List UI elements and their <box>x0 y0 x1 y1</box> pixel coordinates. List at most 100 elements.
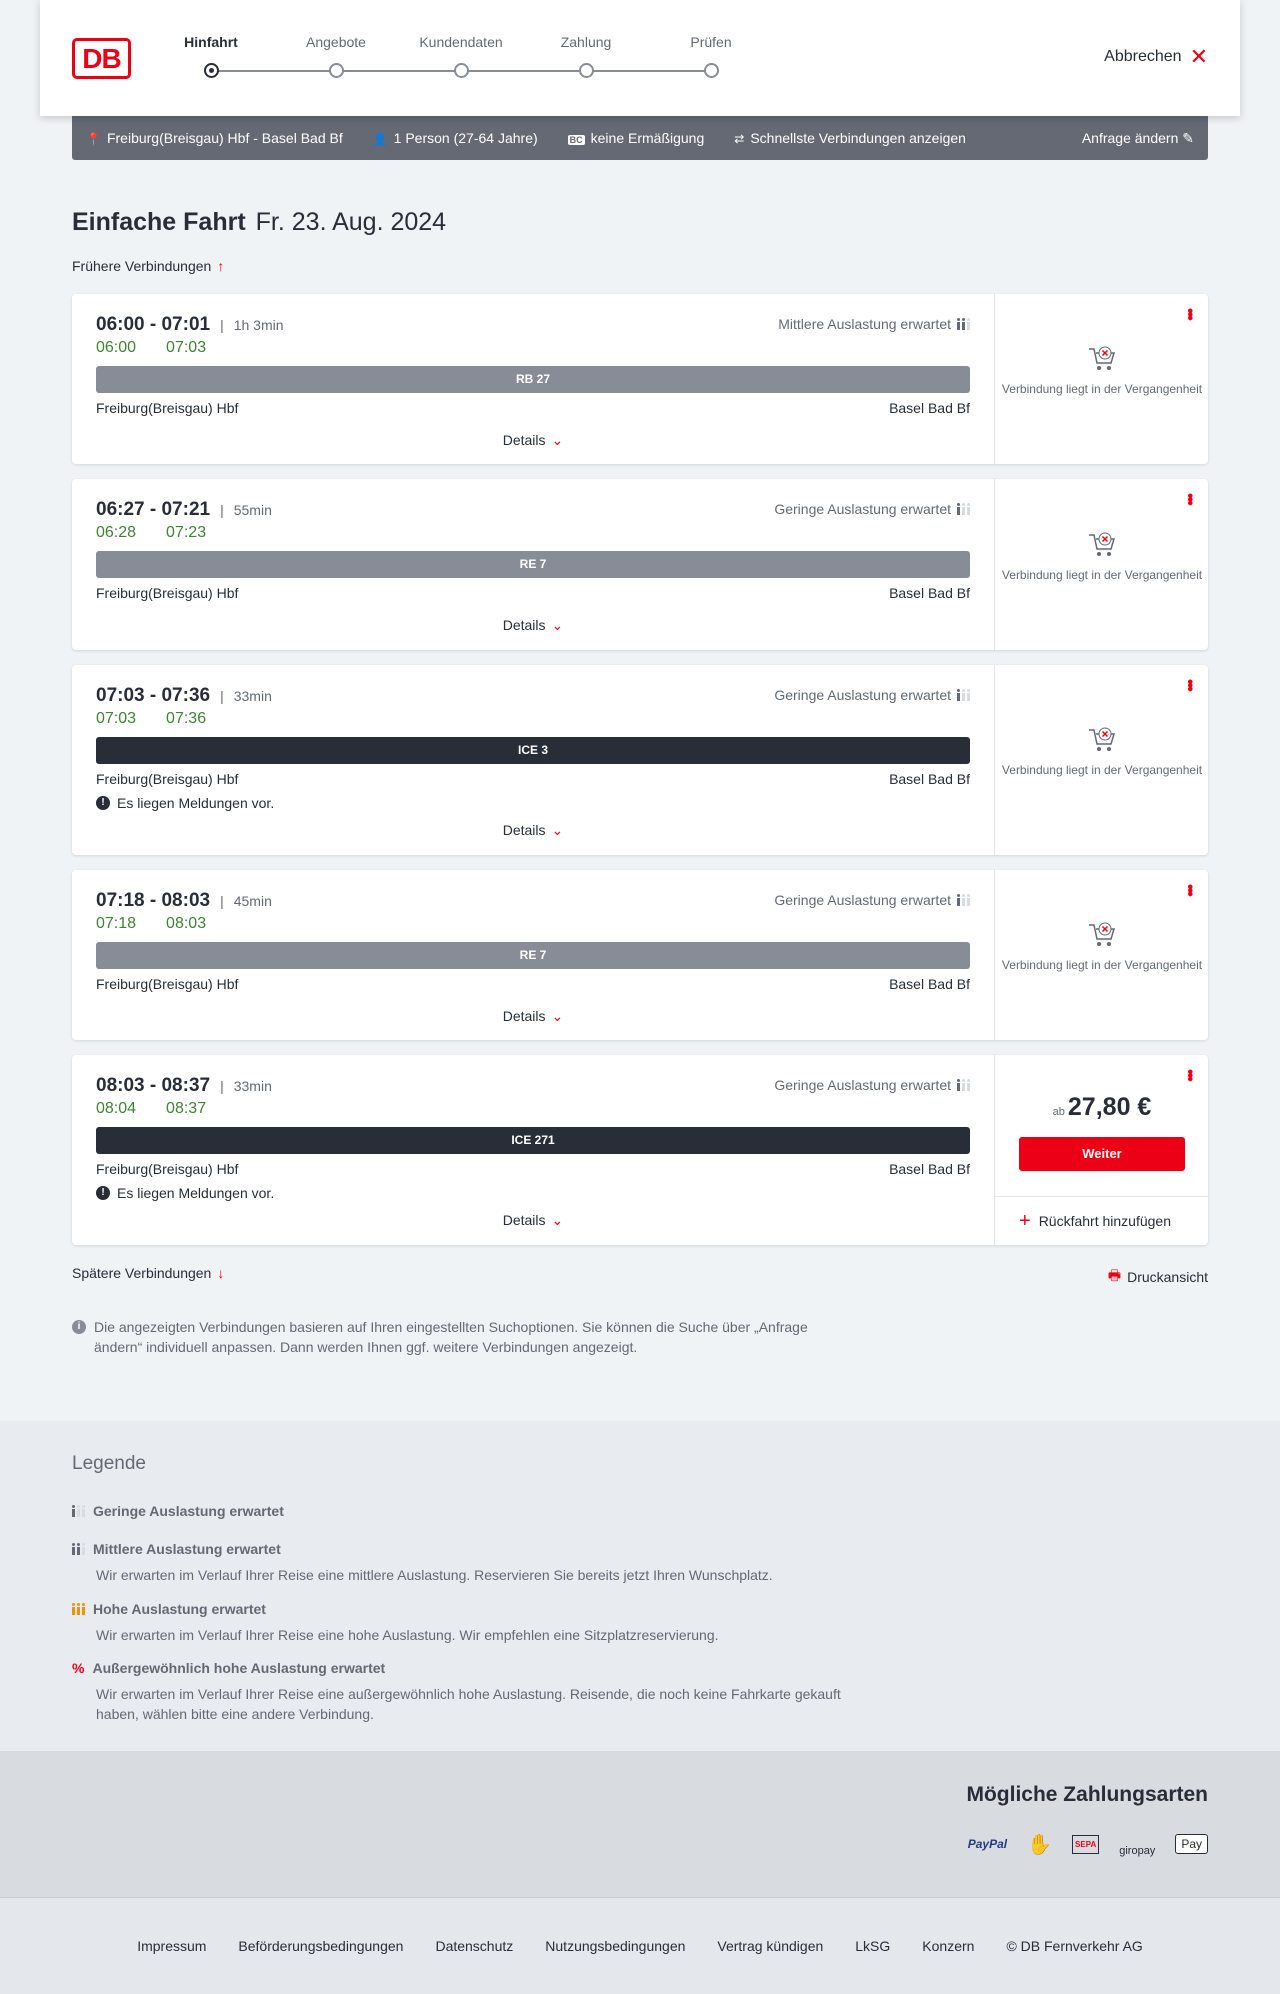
step-zahlung: Zahlung <box>526 34 646 78</box>
train-bar: ICE 3 <box>96 737 970 764</box>
progress-stepper: Hinfahrt Angebote Kundendaten Zahlung Pr… <box>184 34 732 84</box>
duration: 33min <box>233 1078 272 1094</box>
more-options-icon[interactable]: ••• <box>1181 679 1198 690</box>
route: 📍 Freiburg(Breisgau) Hbf - Basel Bad Bf <box>86 130 343 146</box>
departure-station: Freiburg(Breisgau) Hbf <box>96 1161 239 1177</box>
connection-card: 08:03 - 08:37 | 33min Geringe Auslastung e… <box>72 1055 1208 1245</box>
query-summary-bar: 📍 Freiburg(Breisgau) Hbf - Basel Bad Bf 👤… <box>72 116 1208 160</box>
location-pin-icon: 📍 <box>86 132 101 146</box>
footer-link[interactable]: Vertrag kündigen <box>717 1938 824 1954</box>
details-toggle[interactable]: Details ⌄ <box>502 822 564 838</box>
occupancy-icon <box>957 503 970 515</box>
occupancy-icon <box>957 1079 970 1091</box>
legend-item-extreme: % Außergewöhnlich hohe Auslastung erwarte… <box>72 1660 841 1722</box>
more-options-icon[interactable]: ••• <box>1181 1069 1198 1080</box>
connection-card: 07:03 - 07:36 | 33min Geringe Auslastung e… <box>72 665 1208 855</box>
occupancy-info: Geringe Auslastung erwartet <box>774 1077 970 1093</box>
page-title: Einfache Fahrt Fr. 23. Aug. 2024 <box>72 208 447 236</box>
footer-link[interactable]: Konzern <box>922 1938 975 1954</box>
edit-query-button[interactable]: Anfrage ändern ✎ <box>1081 129 1194 146</box>
details-toggle[interactable]: Details ⌄ <box>502 432 564 448</box>
footer-link[interactable]: Datenschutz <box>435 1938 514 1954</box>
scheduled-times: 07:18 - 08:03 | 45min <box>96 890 272 911</box>
train-bar: RE 7 <box>96 551 970 578</box>
cancel-button[interactable]: Abbrechen ✕ <box>1104 44 1208 69</box>
realtime-times: 07:03 07:36 <box>96 710 207 727</box>
add-return-trip-button[interactable]: + Rückfahrt hinzufügen <box>995 1196 1208 1245</box>
footer-link[interactable]: LkSG <box>855 1938 891 1954</box>
footer-link[interactable]: Nutzungsbedingungen <box>545 1938 686 1954</box>
realtime-times: 08:04 08:37 <box>96 1100 207 1117</box>
more-options-icon[interactable]: ••• <box>1181 884 1198 895</box>
occupancy-icon <box>957 894 970 906</box>
occupancy-low-icon <box>72 1505 85 1517</box>
occupancy-info: Geringe Auslastung erwartet <box>774 892 970 908</box>
bahncard-icon: BC <box>567 135 585 145</box>
occupancy-extreme-icon: % <box>72 1660 85 1676</box>
plus-icon: + <box>1019 1209 1031 1232</box>
occupancy-medium-icon <box>72 1543 85 1555</box>
discount: BC keine Ermäßigung <box>567 130 705 146</box>
db-logo[interactable]: DB <box>72 38 131 79</box>
payment-title: Mögliche Zahlungsarten <box>966 1783 1208 1806</box>
paypal-icon: PayPal <box>967 1837 1008 1851</box>
apple-pay-icon: Pay <box>1175 1834 1208 1854</box>
footer-link[interactable]: Impressum <box>137 1938 207 1954</box>
scheduled-times: 08:03 - 08:37 | 33min <box>96 1075 272 1096</box>
connection-past-status: Verbindung liegt in der Vergangenheit <box>1001 382 1203 396</box>
legend-title: Legende <box>72 1453 146 1474</box>
earlier-connections-link[interactable]: Frühere Verbindungen ↑ <box>72 258 225 274</box>
person-icon: 👤 <box>372 132 388 146</box>
arrival-station: Basel Bad Bf <box>889 976 970 992</box>
arrival-station: Basel Bad Bf <box>889 400 970 416</box>
occupancy-info: Mittlere Auslastung erwartet <box>778 316 970 332</box>
offer-panel: ••• Verbindung liegt in der Vergangenhei… <box>994 870 1208 1040</box>
alert-icon: ! <box>96 1186 110 1200</box>
printer-icon: 🖶 <box>1107 1267 1122 1283</box>
duration: 45min <box>233 893 272 909</box>
more-options-icon[interactable]: ••• <box>1181 493 1198 504</box>
scheduled-times: 07:03 - 07:36 | 33min <box>96 685 272 706</box>
cart-unavailable-icon <box>1089 727 1116 751</box>
chevron-down-icon: ⌄ <box>551 432 564 448</box>
cart-unavailable-icon <box>1089 532 1116 556</box>
step-kundendaten: Kundendaten <box>401 34 521 78</box>
duration: 55min <box>233 502 272 518</box>
print-view-link[interactable]: 🖶 Druckansicht <box>1108 1265 1208 1289</box>
continue-button[interactable]: Weiter <box>1019 1137 1185 1171</box>
train-bar: RB 27 <box>96 366 970 393</box>
departure-station: Freiburg(Breisgau) Hbf <box>96 585 239 601</box>
arrow-down-icon: ↓ <box>217 1265 225 1281</box>
info-icon: i <box>72 1320 86 1334</box>
details-toggle[interactable]: Details ⌄ <box>502 617 564 633</box>
duration: 1h 3min <box>233 317 284 333</box>
more-options-icon[interactable]: ••• <box>1181 308 1198 319</box>
notice: ! Es liegen Meldungen vor. <box>96 795 274 811</box>
connection-list: 06:00 - 07:01 | 1h 3min Mittlere Auslastun… <box>72 294 1208 1260</box>
occupancy-high-icon <box>72 1603 85 1615</box>
payment-methods: Mögliche Zahlungsarten PayPal ✋ SEPA gir… <box>0 1751 1280 1897</box>
occupancy-info: Geringe Auslastung erwartet <box>774 687 970 703</box>
pencil-icon: ✎ <box>1182 129 1194 146</box>
chevron-down-icon: ⌄ <box>551 1008 564 1024</box>
details-toggle[interactable]: Details ⌄ <box>502 1008 564 1024</box>
arrival-station: Basel Bad Bf <box>889 585 970 601</box>
chevron-down-icon: ⌄ <box>551 822 564 838</box>
offer-panel: ••• Verbindung liegt in der Vergangenhei… <box>994 479 1208 650</box>
footer-link[interactable]: Beförderungsbedingungen <box>238 1938 404 1954</box>
footer: Impressum Beförderungsbedingungen Datensch… <box>0 1897 1280 1994</box>
step-pruefen: Prüfen <box>651 34 771 78</box>
connection-past-status: Verbindung liegt in der Vergangenheit <box>1001 958 1203 972</box>
legend-item-medium: Mittlere Auslastung erwartet Wir erwarten… <box>72 1541 852 1585</box>
later-connections-link[interactable]: Spätere Verbindungen ↓ <box>72 1265 225 1281</box>
offer-panel: ••• ab 27,80 € Weiter + Rückfahrt hinzufüg… <box>994 1055 1208 1245</box>
passengers: 👤 1 Person (27-64 Jahre) <box>372 130 538 146</box>
duration: 33min <box>233 688 272 704</box>
search-option: ⇄ Schnellste Verbindungen anzeigen <box>734 130 966 146</box>
connection-past-status: Verbindung liegt in der Vergangenheit <box>1001 567 1203 582</box>
offer-panel: ••• Verbindung liegt in der Vergangenhei… <box>994 665 1208 855</box>
details-toggle[interactable]: Details ⌄ <box>502 1212 564 1228</box>
footer-link[interactable]: © DB Fernverkehr AG <box>1006 1938 1143 1954</box>
step-hinfahrt: Hinfahrt <box>151 34 271 78</box>
step-angebote: Angebote <box>276 34 396 78</box>
